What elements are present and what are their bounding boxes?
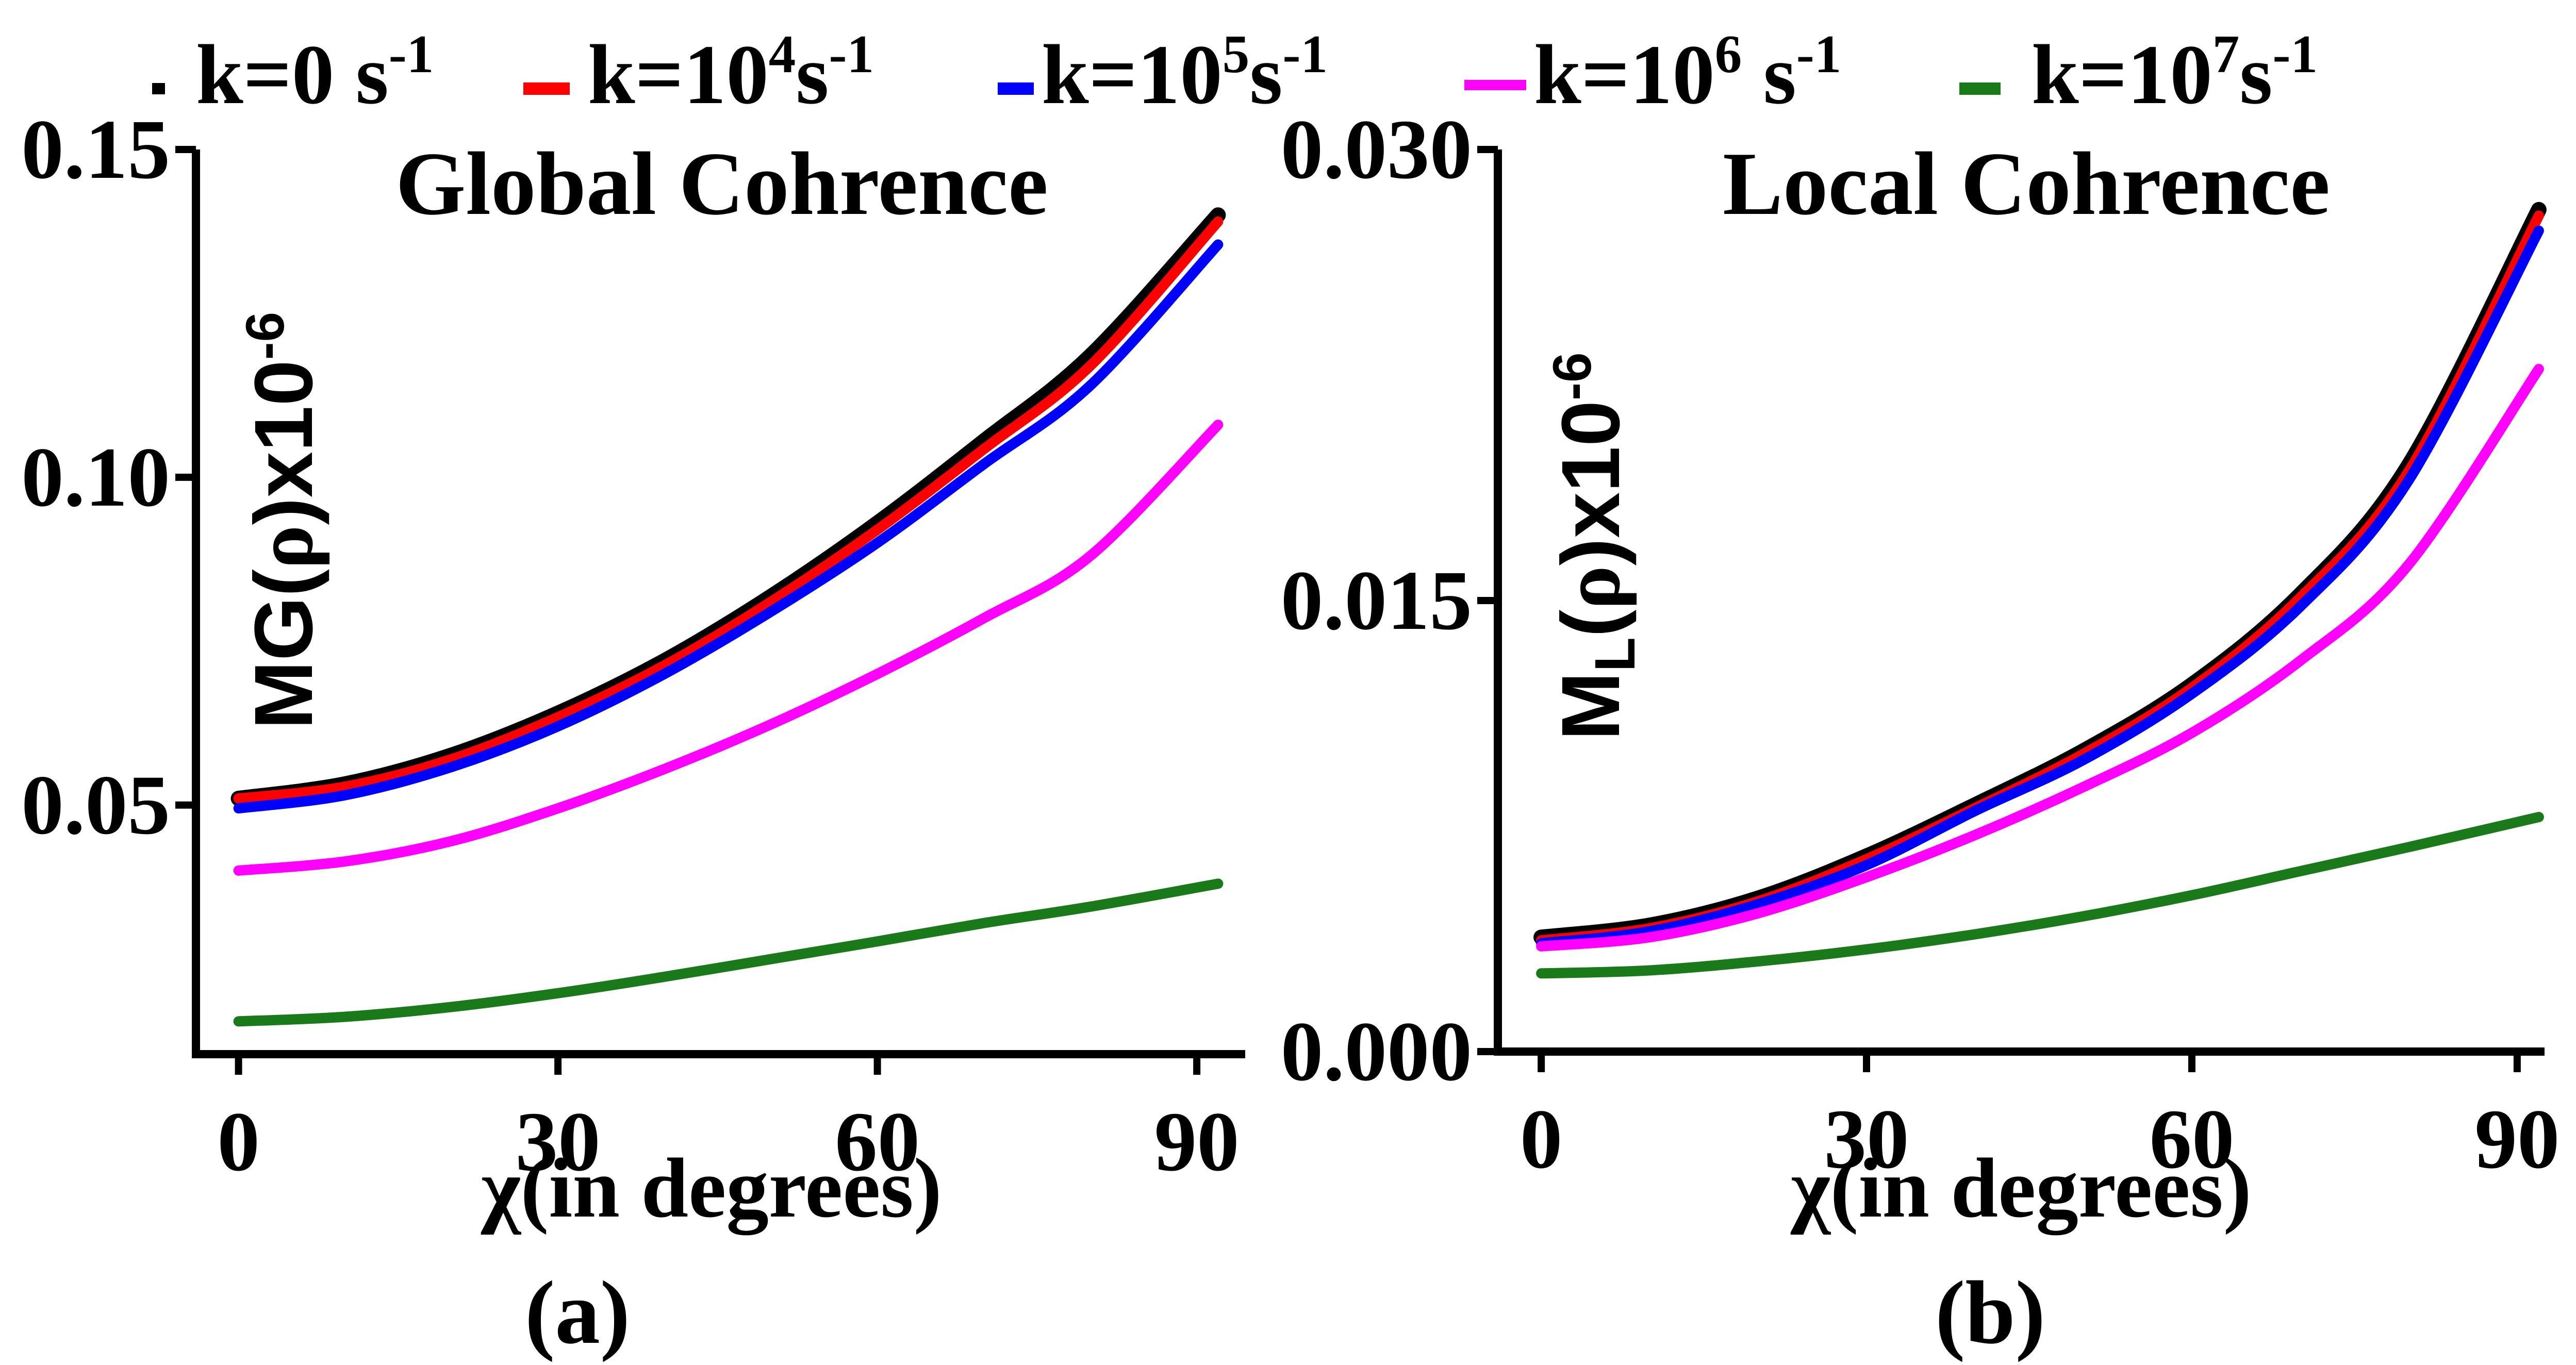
legend-item-k1e7: k=107s-1 xyxy=(1959,24,2318,122)
panel-b-xtick-label-0: 0 xyxy=(1520,1092,1563,1186)
legend-item-k1e5: k=105s-1 xyxy=(998,24,1328,122)
panel-b-xtick-label-1: 30 xyxy=(1824,1092,1909,1186)
legend-label-k0: k=0 s-1 xyxy=(196,24,434,122)
panel-b-label: (b) xyxy=(1935,1262,2045,1362)
panel-a-xtick-label-1: 30 xyxy=(516,1094,601,1189)
panel-b-series-4 xyxy=(1536,812,2544,979)
panel-a-series-3 xyxy=(233,420,1224,876)
panel-b-ytick-label-2: 0.030 xyxy=(1281,102,1472,196)
panel-b-ylabel: ML(ρ)x10-6 xyxy=(1542,353,1647,741)
panel-b-ytick-label-1: 0.015 xyxy=(1281,553,1472,647)
panel-a-xtick-label-2: 60 xyxy=(835,1094,920,1189)
panel-a-title: Global Cohrence xyxy=(395,134,1048,234)
legend-label-k1e6: k=106 s-1 xyxy=(1534,24,1841,122)
panel-a-ylabel: MG(ρ)x10-6 xyxy=(235,312,330,729)
legend-label-k1e7: k=107s-1 xyxy=(2032,24,2318,122)
panel-a-series-1 xyxy=(233,216,1224,804)
panel-a-xlabel: χ(in degrees) xyxy=(481,1141,942,1236)
panel-a-series-2 xyxy=(233,239,1224,814)
panel-b-xtick-label-3: 90 xyxy=(2474,1092,2560,1186)
panel-b-series-2 xyxy=(1536,225,2544,948)
panel-a-label: (a) xyxy=(525,1262,630,1362)
legend-label-k1e5: k=105s-1 xyxy=(1042,24,1328,122)
panel-global-coherence: Global Cohrence MG(ρ)x10-6 0.050.100.15 … xyxy=(21,102,1245,1362)
panel-a-xtick-label-3: 90 xyxy=(1154,1094,1240,1189)
panel-a-xtick-label-0: 0 xyxy=(217,1094,260,1189)
panel-a-ytick-label-1: 0.10 xyxy=(21,430,170,524)
panel-local-coherence: Local Cohrence ML(ρ)x10-6 0.000 0.015 0.03… xyxy=(1281,102,2560,1362)
panel-a-series-4 xyxy=(233,878,1224,1027)
panel-b-xlabel: χ(in degrees) xyxy=(1790,1141,2251,1236)
legend-label-k1e4: k=104s-1 xyxy=(588,24,874,122)
panel-b-series-3 xyxy=(1536,363,2544,952)
panel-a-ytick-label-2: 0.15 xyxy=(21,102,170,196)
panel-a-ytick-label-0: 0.05 xyxy=(21,758,170,852)
legend-item-k1e6: k=106 s-1 xyxy=(1464,24,1841,122)
legend-item-k1e4: k=104s-1 xyxy=(523,24,874,122)
panel-b-ytick-label-0: 0.000 xyxy=(1281,1004,1472,1098)
panel-b-title: Local Cohrence xyxy=(1723,134,2330,234)
legend-item-k0: k=0 s-1 xyxy=(152,24,434,122)
panel-b-xtick-label-2: 60 xyxy=(2149,1092,2234,1186)
legend: k=0 s-1 k=104s-1 k=105s-1 k=106 s-1 k=10… xyxy=(152,24,2318,122)
